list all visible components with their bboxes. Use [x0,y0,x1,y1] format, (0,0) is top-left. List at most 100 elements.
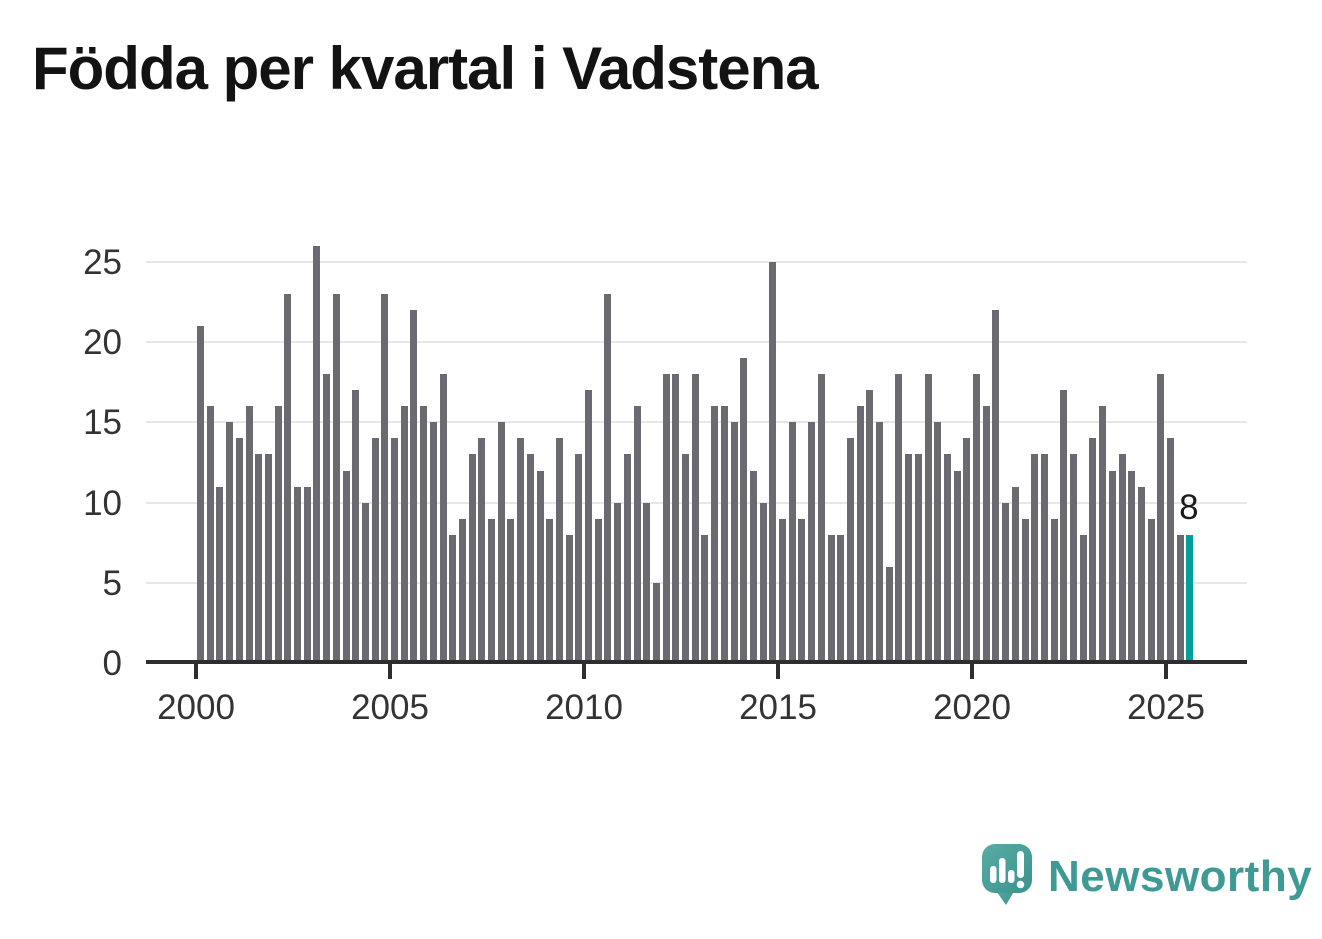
newsworthy-brand: Newsworthy [982,844,1312,908]
bar-2024-q1 [1128,470,1136,663]
x-axis-label-2015: 2015 [739,688,817,727]
bar-2003-q1 [313,245,321,663]
bar-2019-q1 [934,422,942,663]
bar-2001-q2 [245,406,253,663]
bar-2005-q4 [420,406,428,663]
bar-2015-q4 [808,422,816,663]
bar-2017-q2 [866,390,874,663]
bar-2021-q3 [1031,454,1039,663]
bar-2022-q4 [1079,534,1087,663]
bar-2019-q2 [943,454,951,663]
bar-2009-q2 [555,438,563,663]
bar-2011-q2 [633,406,641,663]
bar-2019-q3 [953,470,961,663]
bar-2008-q2 [517,438,525,663]
bar-2008-q3 [526,454,534,663]
bar-2007-q1 [468,454,476,663]
bar-2024-q3 [1147,518,1155,663]
bar-2007-q2 [478,438,486,663]
bar-2015-q1 [779,518,786,663]
y-axis-label-20: 20 [83,323,122,363]
bar-2011-q4 [652,582,660,663]
bar-2000-q1 [197,326,204,663]
bar-2023-q4 [1118,454,1126,663]
bar-2024-q4 [1157,374,1165,663]
bar-2006-q3 [449,534,457,663]
bar-2023-q1 [1089,438,1097,663]
y-axis-label-25: 25 [83,243,122,282]
latest-value-annotation: 8 [1179,487,1199,527]
bar-2012-q4 [691,374,699,663]
bar-2000-q2 [206,406,214,663]
bar-2000-q4 [226,422,234,663]
bar-2013-q2 [711,406,719,663]
bar-2025-q2 [1176,534,1184,663]
bar-2012-q2 [672,374,680,663]
y-axis-label-15: 15 [83,403,122,443]
bar-2021-q2 [1021,518,1029,663]
x-axis-line [146,660,1247,664]
x-tick-2000 [194,664,198,679]
bar-2014-q2 [749,470,757,663]
bar-2025-q1 [1167,438,1174,663]
bar-2020-q2 [982,406,990,663]
bar-2002-q3 [294,486,301,663]
bar-2011-q3 [643,502,651,663]
x-tick-2015 [776,664,780,679]
bar-2001-q4 [264,454,272,663]
bar-2017-q3 [876,422,883,663]
x-axis-label-2025: 2025 [1127,688,1205,727]
gridline-y-20 [146,341,1247,344]
bar-2011-q1 [623,454,631,663]
bar-2010-q2 [594,518,602,663]
bar-2001-q1 [235,438,243,663]
bar-2015-q3 [798,518,806,663]
bar-2015-q2 [788,422,796,663]
bar-2005-q2 [400,406,408,663]
x-axis-label-2000: 2000 [157,688,235,727]
bar-2016-q4 [846,438,854,663]
bar-2008-q1 [507,518,515,663]
bar-2020-q4 [1002,502,1010,663]
bar-2005-q3 [410,310,418,663]
bar-2022-q3 [1070,454,1077,663]
bar-2004-q2 [361,502,369,663]
highlighted-bar-latest [1186,534,1194,663]
bar-2009-q1 [546,518,554,663]
bar-2002-q2 [284,294,292,663]
bar-2013-q4 [730,422,738,663]
x-tick-2005 [388,664,392,679]
bar-2004-q4 [381,294,389,663]
bar-2006-q2 [439,374,447,663]
bar-2017-q1 [856,406,864,663]
bar-2010-q1 [585,390,592,663]
bar-2018-q2 [905,454,913,663]
bar-2013-q3 [720,406,728,663]
bar-2009-q4 [575,454,583,663]
bar-2007-q3 [488,518,495,663]
bar-2006-q4 [458,518,466,663]
y-axis-label-5: 5 [102,563,122,603]
bar-2020-q1 [973,374,980,663]
bar-2008-q4 [536,470,544,663]
bar-2012-q1 [662,374,670,663]
x-tick-2020 [970,664,974,679]
bar-2021-q4 [1040,454,1048,663]
bar-2014-q1 [740,358,748,663]
x-tick-2010 [582,664,586,679]
x-axis-label-2005: 2005 [351,688,429,727]
bar-2003-q4 [342,470,350,663]
bar-2023-q2 [1099,406,1107,663]
bar-2010-q3 [604,294,612,663]
bar-2004-q1 [352,390,360,663]
bar-2018-q3 [914,454,922,663]
bar-2013-q1 [701,534,709,663]
x-axis-label-2010: 2010 [545,688,623,727]
bar-2016-q3 [837,534,845,663]
y-axis-label-0: 0 [102,644,122,683]
newsworthy-logo-icon [982,844,1032,905]
bar-2003-q3 [332,294,340,663]
x-axis-label-2020: 2020 [933,688,1011,727]
